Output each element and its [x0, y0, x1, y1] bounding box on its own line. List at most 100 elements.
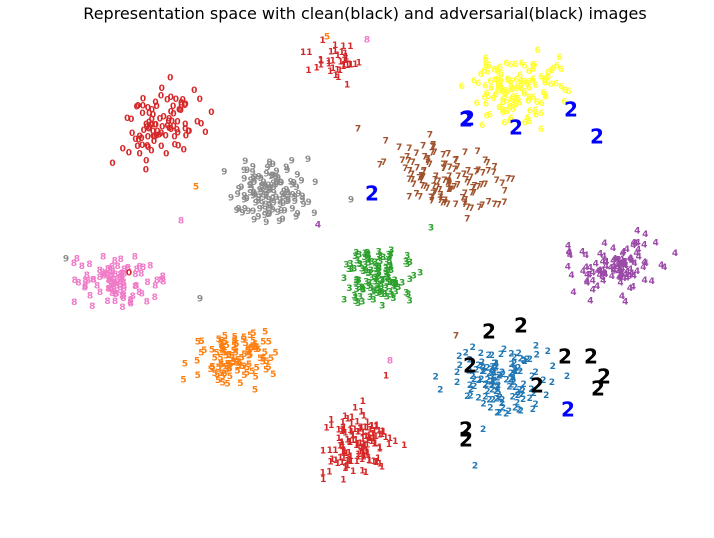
cluster-point: 7: [445, 185, 451, 195]
cluster-point: 4: [601, 252, 607, 262]
cluster-point: 4: [616, 273, 622, 283]
cluster-point: 0: [166, 124, 172, 134]
cluster-point: 9: [285, 197, 291, 207]
cluster-point: 9: [268, 172, 274, 182]
cluster-point: 7: [461, 198, 467, 208]
cluster-point: 2: [534, 351, 540, 361]
cluster-point: 9: [245, 207, 251, 217]
cluster-point: 5: [212, 369, 218, 379]
cluster-point: 2: [478, 349, 484, 359]
cluster-point: 2: [454, 368, 460, 378]
cluster-point: 0: [170, 102, 176, 112]
cluster-point: 1: [347, 438, 353, 448]
cluster-point: 8: [112, 290, 118, 300]
cluster-point: 5: [252, 386, 258, 396]
cluster-point: 7: [462, 200, 468, 210]
cluster-point: 1: [343, 463, 349, 473]
cluster-point: 7: [462, 189, 468, 199]
cluster-point: 8: [107, 271, 113, 281]
stray-point: 0: [126, 269, 132, 279]
cluster-point: 3: [392, 276, 398, 286]
chart-title: Representation space with clean(black) a…: [83, 4, 647, 23]
cluster-point: 5: [212, 354, 218, 364]
cluster-point: 8: [127, 298, 133, 308]
cluster-point: 8: [105, 265, 111, 275]
cluster-point: 7: [455, 181, 461, 191]
cluster-point: 3: [348, 265, 354, 275]
cluster-point: 3: [370, 296, 376, 306]
cluster-point: 9: [243, 194, 249, 204]
cluster-point: 7: [446, 172, 452, 182]
cluster-point: 1: [370, 457, 376, 467]
cluster-point: 9: [234, 190, 240, 200]
cluster-point: 1: [364, 441, 370, 451]
cluster-point: 6: [522, 118, 528, 128]
cluster-point: 5: [226, 362, 232, 372]
cluster-point: 2: [437, 385, 443, 395]
cluster-point: 9: [238, 183, 244, 193]
cluster-point: 6: [487, 77, 493, 87]
cluster-point: 7: [413, 190, 419, 200]
cluster-point: 1: [379, 463, 385, 473]
cluster-point: 4: [641, 240, 647, 250]
cluster-point: 8: [139, 289, 145, 299]
cluster-point: 2: [508, 375, 514, 385]
cluster-point: 3: [365, 251, 371, 261]
cluster-point: 1: [342, 56, 348, 66]
cluster-point: 0: [168, 125, 174, 135]
cluster-point: 5: [235, 355, 241, 365]
cluster-point: 6: [534, 46, 540, 56]
cluster-point: 5: [209, 363, 215, 373]
cluster-point: 7: [448, 185, 454, 195]
cluster-point: 2: [511, 359, 517, 369]
cluster-point: 4: [626, 271, 632, 281]
cluster-point: 9: [277, 200, 283, 210]
adversarial-point: 2: [590, 125, 604, 149]
cluster-point: 2: [499, 368, 505, 378]
cluster-point: 9: [241, 192, 247, 202]
cluster-point: 5: [247, 331, 253, 341]
cluster-point: 0: [139, 141, 145, 151]
cluster-point: 1: [358, 423, 364, 433]
cluster-point: 7: [427, 160, 433, 170]
cluster-point: 0: [194, 118, 200, 128]
cluster-point: 9: [262, 182, 268, 192]
cluster-point: 1: [341, 60, 347, 70]
cluster-point: 0: [134, 142, 140, 152]
cluster-point: 2: [514, 399, 520, 409]
cluster-point: 7: [469, 188, 475, 198]
cluster-point: 2: [500, 370, 506, 380]
cluster-point: 3: [378, 280, 384, 290]
cluster-point: 1: [355, 428, 361, 438]
cluster-point: 9: [283, 186, 289, 196]
cluster-point: 3: [387, 288, 393, 298]
cluster-point: 6: [471, 76, 477, 86]
cluster-point: 7: [411, 180, 417, 190]
cluster-point: 2: [528, 385, 534, 395]
cluster-point: 4: [610, 263, 616, 273]
cluster-point: 0: [164, 95, 170, 105]
cluster-point: 2: [494, 409, 500, 419]
cluster-point: 6: [497, 63, 503, 73]
cluster-point: 5: [238, 354, 244, 364]
cluster-point: 2: [484, 376, 490, 386]
cluster-point: 8: [75, 279, 81, 289]
cluster-point: 8: [106, 275, 112, 285]
cluster-point: 2: [496, 409, 502, 419]
cluster-point: 9: [263, 218, 269, 228]
cluster-point: 3: [392, 288, 398, 298]
cluster-point: 0: [178, 101, 184, 111]
cluster-point: 2: [519, 390, 525, 400]
cluster-point: 5: [209, 363, 215, 373]
cluster-point: 0: [150, 110, 156, 120]
cluster-point: 0: [148, 120, 154, 130]
cluster-point: 0: [120, 144, 126, 154]
cluster-point: 4: [583, 251, 589, 261]
cluster-point: 2: [492, 363, 498, 373]
cluster-point: 6: [538, 72, 544, 82]
cluster-point: 2: [550, 362, 556, 372]
cluster-point: 2: [499, 399, 505, 409]
cluster-point: 6: [518, 77, 524, 87]
cluster-point: 4: [622, 258, 628, 268]
